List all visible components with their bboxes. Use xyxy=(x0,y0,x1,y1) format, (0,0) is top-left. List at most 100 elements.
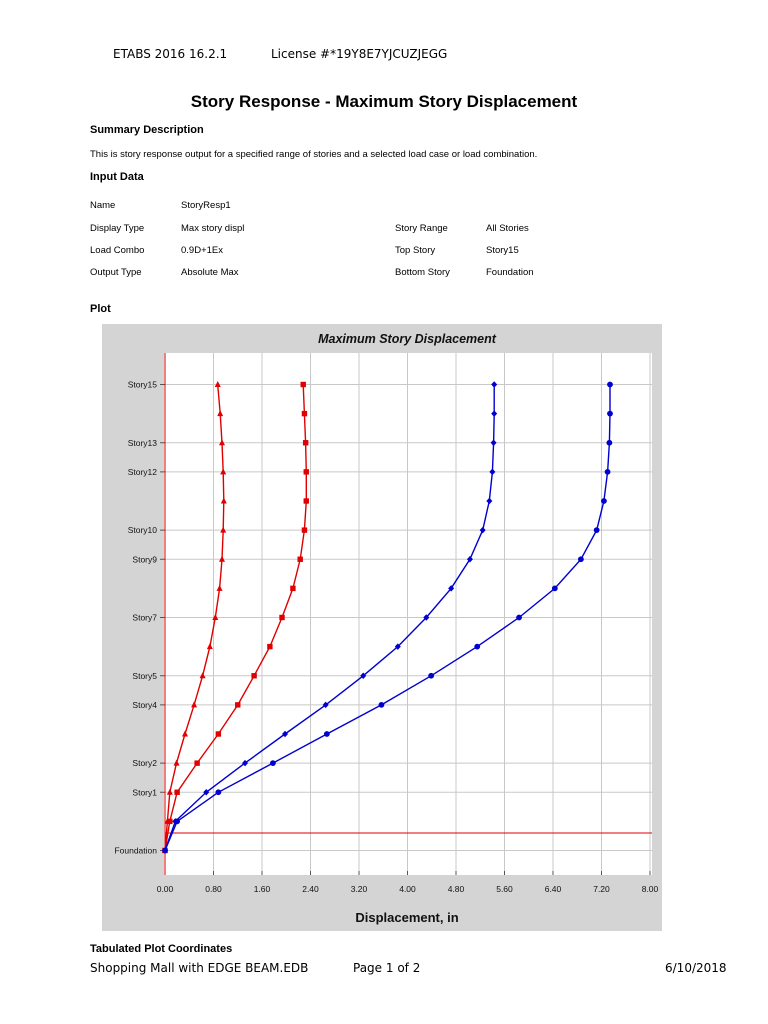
triangle-marker xyxy=(212,614,219,620)
y-tick-label: Story12 xyxy=(128,467,158,477)
top-story-label: Top Story xyxy=(395,245,436,256)
circle-marker xyxy=(607,410,613,417)
x-tick-label: 8.00 xyxy=(642,884,659,894)
triangle-marker xyxy=(218,555,225,562)
x-tick-label: 5.60 xyxy=(496,884,513,894)
page-title: Story Response - Maximum Story Displacem… xyxy=(190,92,578,111)
chart-title: Maximum Story Displacement xyxy=(318,332,497,346)
top-story-value: Story15 xyxy=(486,245,519,256)
circle-marker xyxy=(215,789,222,796)
square-marker xyxy=(301,410,308,417)
triangle-marker xyxy=(218,439,225,446)
x-tick-label: 2.40 xyxy=(302,884,319,894)
x-tick-label: 0.80 xyxy=(205,884,222,894)
bottom-story-label: Bottom Story xyxy=(395,267,450,278)
summary-heading: Summary Description xyxy=(90,124,204,136)
footer-file-name: Shopping Mall with EDGE BEAM.EDB xyxy=(90,961,309,975)
plot-frame: Maximum Story Displacement 0.00 0.80 1.60 2.… xyxy=(102,324,662,931)
diamond-marker xyxy=(491,381,498,388)
y-tick-label: Story2 xyxy=(132,758,157,768)
x-tick-label: 7.20 xyxy=(593,884,610,894)
triangle-marker xyxy=(199,672,206,679)
y-tick-label: Story10 xyxy=(128,525,158,535)
displacement-chart: Maximum Story Displacement 0.00 0.80 1.60 2.… xyxy=(114,332,659,925)
x-tick-label: 6.40 xyxy=(545,884,562,894)
license-number: License #*19Y8E7YJCUZJEGG xyxy=(271,47,448,61)
circle-marker xyxy=(551,585,558,592)
diamond-marker xyxy=(490,439,497,447)
square-marker xyxy=(215,731,222,737)
square-marker xyxy=(174,789,180,795)
y-tick-label: Story7 xyxy=(132,613,157,623)
circle-marker xyxy=(378,701,385,708)
circle-marker xyxy=(323,731,330,737)
plot-heading: Plot xyxy=(90,303,111,315)
circle-marker xyxy=(593,527,600,534)
triangle-marker xyxy=(206,643,213,650)
square-marker xyxy=(302,440,309,446)
display-type-value: Max story displ xyxy=(181,223,245,234)
footer-date: 6/10/2018 xyxy=(665,961,727,975)
diamond-marker xyxy=(486,497,493,505)
input-data-heading: Input Data xyxy=(90,171,144,183)
triangle-marker xyxy=(182,730,189,737)
square-marker xyxy=(301,527,308,533)
output-type-value: Absolute Max xyxy=(181,267,239,278)
circle-marker xyxy=(604,468,611,475)
triangle-marker xyxy=(166,788,173,795)
y-tick-label: Foundation xyxy=(114,846,157,856)
triangle-marker xyxy=(220,526,227,533)
circle-marker xyxy=(174,818,181,825)
circle-marker xyxy=(606,439,613,446)
x-tick-label: 4.80 xyxy=(448,884,465,894)
circle-marker xyxy=(577,556,584,563)
name-label: Name xyxy=(90,200,116,211)
circle-marker xyxy=(474,643,481,650)
square-marker xyxy=(300,381,306,388)
x-tick-label: 4.00 xyxy=(399,884,416,894)
x-axis-label: Displacement, in xyxy=(355,910,458,925)
y-tick-label: Story9 xyxy=(132,554,157,564)
square-marker xyxy=(251,673,257,679)
story-range-label: Story Range xyxy=(395,223,448,234)
x-tick-label: 1.60 xyxy=(254,884,271,894)
load-combo-label: Load Combo xyxy=(90,245,145,256)
triangle-marker xyxy=(220,497,227,504)
triangle-marker xyxy=(214,381,221,387)
circle-marker xyxy=(607,381,613,388)
triangle-marker xyxy=(216,584,223,591)
y-tick-label: Story15 xyxy=(128,380,158,390)
square-marker xyxy=(279,614,285,621)
bottom-story-value: Foundation xyxy=(486,267,534,278)
square-marker xyxy=(303,498,309,504)
square-marker xyxy=(194,760,200,766)
square-marker xyxy=(303,469,309,475)
diamond-marker xyxy=(491,410,498,417)
summary-text: This is story response output for a spec… xyxy=(90,149,538,160)
circle-marker xyxy=(601,498,607,504)
load-combo-value: 0.9D+1Ex xyxy=(181,245,223,256)
triangle-marker xyxy=(191,701,198,708)
square-marker xyxy=(290,585,296,592)
x-tick-label: 0.00 xyxy=(157,884,174,894)
x-tick-label: 3.20 xyxy=(351,884,368,894)
software-version: ETABS 2016 16.2.1 xyxy=(113,47,228,61)
square-marker xyxy=(297,556,303,562)
triangle-marker xyxy=(217,410,224,417)
circle-marker xyxy=(516,614,522,621)
y-tick-label: Story1 xyxy=(132,787,157,797)
y-tick-label: Story4 xyxy=(132,700,157,710)
triangle-marker xyxy=(220,468,227,475)
circle-marker xyxy=(162,847,168,854)
display-type-label: Display Type xyxy=(90,223,145,234)
y-tick-label: Story5 xyxy=(132,671,157,681)
tabulated-heading: Tabulated Plot Coordinates xyxy=(90,943,233,955)
square-marker xyxy=(267,643,273,650)
footer-page-number: Page 1 of 2 xyxy=(353,961,421,975)
square-marker xyxy=(235,702,241,708)
name-value: StoryResp1 xyxy=(181,200,231,211)
square-marker xyxy=(167,818,173,825)
triangle-marker xyxy=(173,759,180,766)
y-tick-label: Story13 xyxy=(128,438,158,448)
diamond-marker xyxy=(489,468,496,476)
